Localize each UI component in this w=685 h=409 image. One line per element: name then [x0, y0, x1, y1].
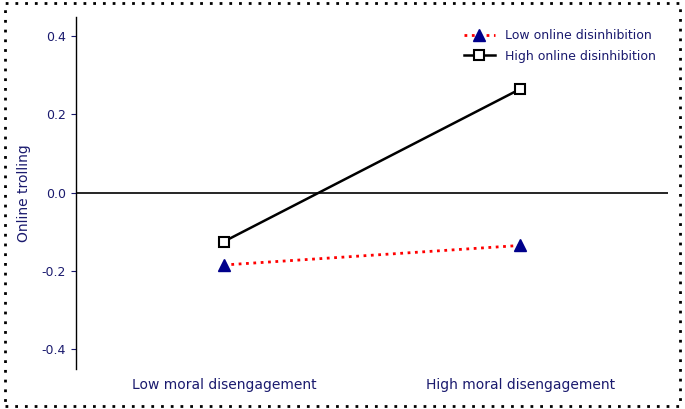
Y-axis label: Online trolling: Online trolling [16, 144, 31, 241]
Legend: Low online disinhibition, High online disinhibition: Low online disinhibition, High online di… [458, 23, 662, 69]
